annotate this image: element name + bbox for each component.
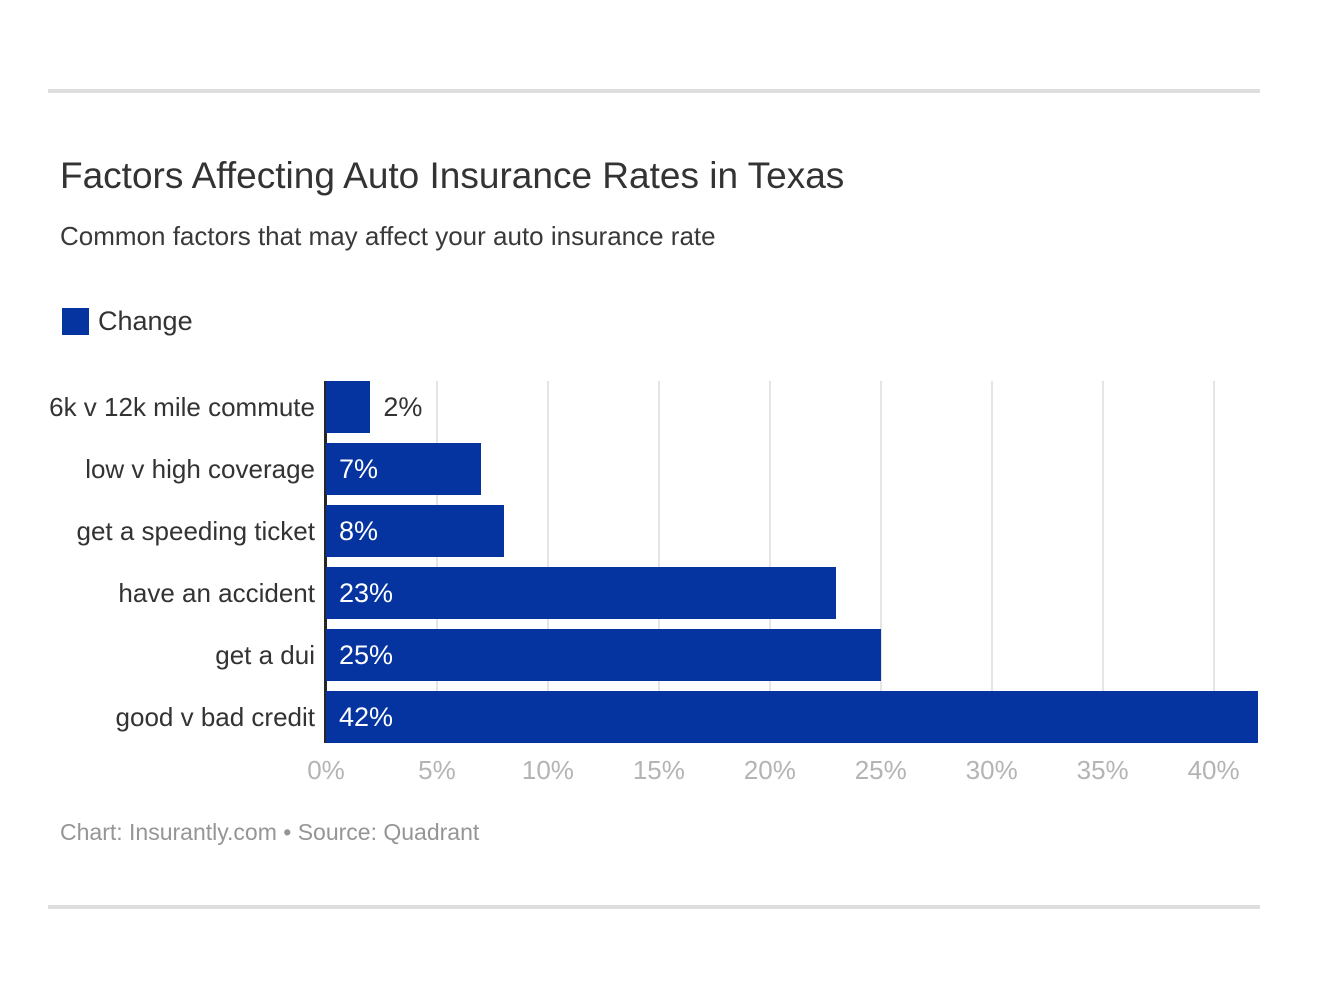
bar-value-label: 23%	[339, 578, 394, 608]
category-label: good v bad credit	[115, 702, 315, 732]
bar-value-label: 42%	[339, 702, 394, 732]
gridline	[768, 381, 771, 743]
gridline	[657, 381, 660, 743]
chart-plot: 6k v 12k mile commute 2% low v high covera…	[49, 381, 1258, 743]
bar	[326, 381, 371, 433]
category-label: low v high coverage	[85, 454, 315, 484]
footer-credit: Chart: Insurantly.com • Source: Quadrant	[60, 819, 480, 845]
legend-label: Change	[98, 305, 193, 336]
chart-title: Factors Affecting Auto Insurance Rates i…	[60, 155, 845, 196]
bar-value-label: 25%	[339, 640, 394, 670]
bar-value-label: 8%	[339, 516, 379, 546]
gridline	[1101, 381, 1104, 743]
bar-value-label: 7%	[339, 454, 379, 484]
x-tick-label: 30%	[965, 755, 1018, 785]
x-tick-label: 40%	[1187, 755, 1240, 785]
bar-row: get a dui 25%	[215, 629, 1258, 681]
bar	[326, 567, 837, 619]
x-tick-label: 35%	[1076, 755, 1129, 785]
bar	[326, 691, 1258, 743]
chart-subtitle: Common factors that may affect your auto…	[60, 221, 716, 251]
bottom-divider	[48, 905, 1260, 909]
x-tick-label: 15%	[632, 755, 685, 785]
x-tick-label: 0%	[307, 755, 345, 785]
category-label: 6k v 12k mile commute	[49, 392, 315, 422]
x-tick-label: 5%	[418, 755, 456, 785]
bar	[326, 629, 881, 681]
bar-row: 6k v 12k mile commute 2%	[49, 381, 1258, 433]
bar-row: good v bad credit 42%	[116, 691, 1258, 743]
gridline	[879, 381, 882, 743]
bar-value-label: 2%	[383, 392, 423, 422]
x-tick-label: 10%	[521, 755, 574, 785]
bar-row: have an accident 23%	[118, 567, 1258, 619]
category-label: get a speeding ticket	[76, 516, 316, 546]
category-label: get a dui	[215, 640, 315, 670]
bar-row: get a speeding ticket 8%	[77, 505, 1258, 557]
x-axis-labels: 0% 5% 10% 15% 20% 25% 30% 35% 40%	[307, 755, 1258, 785]
bar	[326, 505, 504, 557]
legend: Change	[62, 305, 193, 336]
x-tick-label: 25%	[854, 755, 907, 785]
gridline	[435, 381, 438, 743]
x-tick-label: 20%	[743, 755, 796, 785]
category-label: have an accident	[118, 578, 315, 608]
legend-swatch-icon	[62, 307, 89, 335]
y-axis-line	[324, 381, 327, 743]
gridline	[990, 381, 993, 743]
gridline	[546, 381, 549, 743]
top-divider	[48, 89, 1260, 93]
gridline	[1212, 381, 1215, 743]
bar	[326, 443, 482, 495]
bar-row: low v high coverage 7%	[85, 443, 1258, 495]
